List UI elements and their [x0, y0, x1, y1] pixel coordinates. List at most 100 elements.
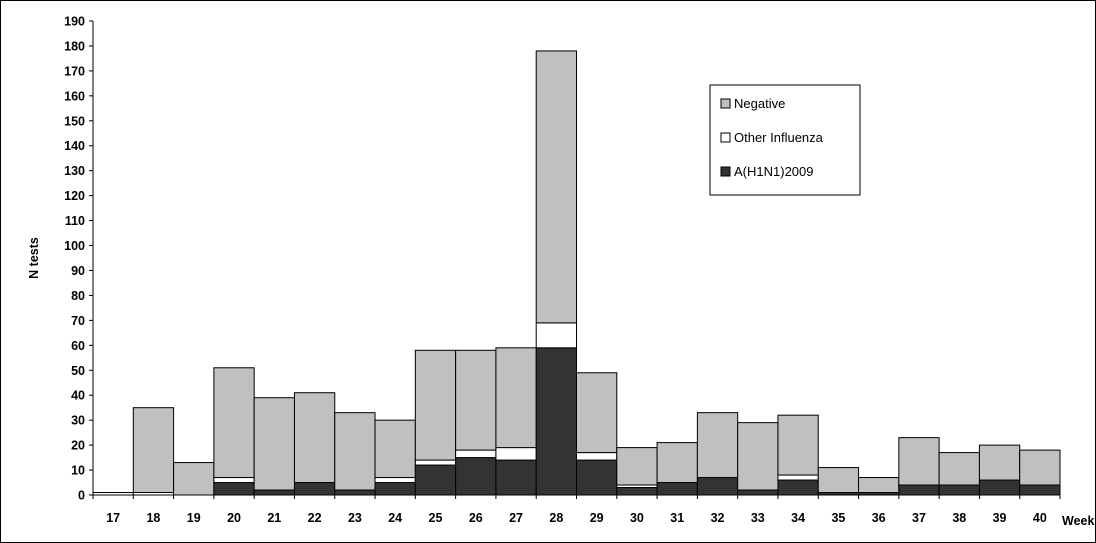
y-tick-label-100: 100	[64, 239, 85, 253]
x-tick-label-31: 31	[670, 511, 684, 525]
bar-week-27-series-2	[495, 347, 537, 449]
bar-week-25-series-0	[414, 464, 457, 496]
bar-week-29-series-1	[576, 452, 618, 461]
bar-week-28-series-1	[535, 322, 578, 349]
bar-week-22-series-0	[293, 482, 336, 496]
x-tick-label-36: 36	[872, 511, 886, 525]
x-tick-label-23: 23	[348, 511, 362, 525]
x-tick-label-17: 17	[106, 511, 120, 525]
x-tick-label-30: 30	[630, 511, 644, 525]
bar-week-25-series-1	[414, 459, 457, 466]
y-tick-label-90: 90	[71, 264, 85, 278]
bar-week-31-series-0	[656, 482, 698, 496]
y-tick-label-60: 60	[71, 339, 85, 353]
x-tick-label-26: 26	[469, 511, 483, 525]
x-tick-labels: 17 18 19 20 21 22 23 24 25 26 27 28 29 30 31 32 33 34 35 36…	[106, 511, 1047, 525]
bar-week-34-series-1	[777, 474, 819, 481]
y-tick-label-80: 80	[71, 289, 85, 303]
legend-box	[709, 84, 861, 196]
x-tick-label-33: 33	[751, 511, 765, 525]
bar-week-19-series-2	[173, 462, 215, 496]
y-tick-label-170: 170	[64, 64, 85, 78]
bar-week-30-series-0	[616, 487, 658, 496]
legend: Negative Other Influenza A(H1N1)2009	[709, 84, 861, 196]
bar-week-22-series-2	[293, 392, 336, 484]
bar-week-32-series-0	[696, 477, 739, 496]
y-tick-label-190: 190	[64, 15, 85, 29]
y-tick-label-140: 140	[64, 139, 85, 153]
bar-week-23-series-0	[334, 489, 376, 496]
y-tick-label-110: 110	[65, 214, 85, 228]
y-tick-label-30: 30	[71, 414, 85, 428]
bar-week-28-series-0	[535, 347, 578, 496]
y-tick-label-10: 10	[71, 464, 85, 478]
bar-week-20-series-2	[213, 367, 255, 479]
bar-week-20-series-0	[213, 482, 255, 496]
y-tick-label-50: 50	[71, 364, 85, 378]
x-tick-label-25: 25	[429, 511, 443, 525]
bar-week-20-series-1	[213, 477, 255, 484]
x-tick-label-34: 34	[791, 511, 805, 525]
y-axis-title: N tests	[27, 237, 41, 279]
x-tick-label-29: 29	[590, 511, 604, 525]
x-tick-label-35: 35	[831, 511, 845, 525]
y-tick-label-120: 120	[64, 189, 85, 203]
legend-swatch-0	[720, 98, 731, 109]
x-tick-label-21: 21	[267, 511, 281, 525]
axes-group	[89, 20, 1061, 499]
bar-week-33-series-0	[737, 489, 779, 496]
x-tick-label-32: 32	[711, 511, 725, 525]
bar-week-31-series-2	[656, 442, 698, 484]
bar-week-24-series-0	[374, 482, 416, 496]
bar-week-33-series-2	[737, 422, 779, 491]
bar-week-23-series-2	[334, 412, 376, 491]
y-tick-labels: 0 10 20 30 40 50 60 70 80 90 100 110 120 130 140 150 160…	[64, 15, 85, 503]
bar-week-34-series-2	[777, 414, 819, 476]
x-axis-title: Week	[1062, 514, 1094, 528]
y-tick-label-150: 150	[64, 114, 85, 128]
x-tick-label-19: 19	[187, 511, 201, 525]
y-tick-label-20: 20	[71, 439, 85, 453]
bar-week-18-series-2	[132, 407, 175, 493]
bar-week-38-series-0	[938, 484, 980, 496]
bar-week-27-series-1	[495, 447, 537, 461]
bar-week-39-series-2	[978, 444, 1021, 481]
x-tick-label-22: 22	[308, 511, 322, 525]
bar-week-27-series-0	[495, 459, 537, 496]
bar-week-29-series-2	[576, 372, 618, 454]
y-tick-label-180: 180	[64, 39, 85, 53]
bar-week-34-series-0	[777, 479, 819, 496]
legend-label-2: A(H1N1)2009	[734, 164, 814, 179]
bar-week-28-series-2	[535, 50, 578, 324]
bar-week-30-series-2	[616, 447, 658, 486]
legend-swatch-1	[720, 132, 731, 143]
legend-label-1: Other Influenza	[734, 130, 824, 145]
y-tick-label-40: 40	[71, 389, 85, 403]
y-tick-label-0: 0	[78, 489, 85, 503]
bar-week-39-series-0	[978, 479, 1021, 496]
bar-week-26-series-1	[455, 449, 497, 459]
bar-week-38-series-2	[938, 452, 980, 486]
bar-week-21-series-2	[253, 397, 295, 491]
bar-week-37-series-2	[898, 437, 940, 486]
y-tick-label-160: 160	[64, 89, 85, 103]
x-tick-label-27: 27	[509, 511, 523, 525]
bars-group	[92, 50, 1061, 496]
bar-week-32-series-2	[696, 412, 739, 479]
x-tick-label-28: 28	[549, 511, 563, 525]
bar-week-36-series-2	[858, 477, 900, 494]
x-tick-label-18: 18	[146, 511, 160, 525]
x-tick-label-24: 24	[388, 511, 402, 525]
x-tick-label-20: 20	[227, 511, 241, 525]
bar-week-35-series-2	[817, 467, 860, 494]
bar-week-26-series-0	[455, 457, 497, 496]
legend-label-0: Negative	[734, 96, 785, 111]
x-tick-label-38: 38	[952, 511, 966, 525]
bar-week-24-series-2	[374, 419, 416, 479]
bar-week-40-series-0	[1019, 484, 1061, 496]
y-tick-label-130: 130	[64, 164, 85, 178]
bar-week-26-series-2	[455, 349, 497, 451]
bar-week-21-series-0	[253, 489, 295, 496]
bar-week-25-series-2	[414, 349, 457, 461]
bar-week-24-series-1	[374, 477, 416, 484]
